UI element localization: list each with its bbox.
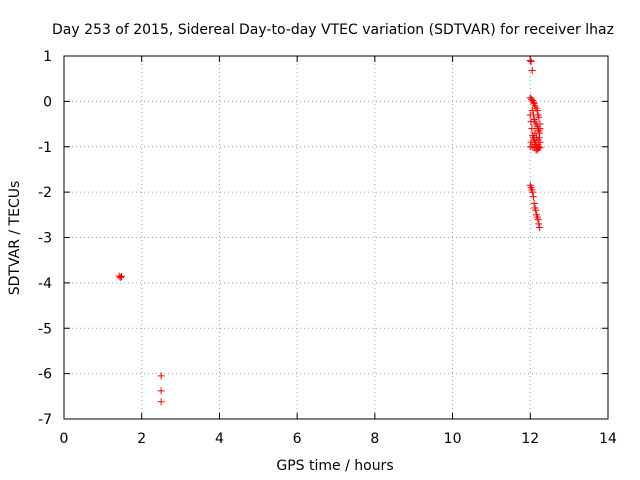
data-point (526, 57, 534, 65)
data-point (536, 125, 544, 133)
x-tick-label: 2 (137, 431, 146, 447)
data-point (157, 372, 165, 380)
data-point (532, 206, 540, 214)
x-tick-label: 6 (293, 431, 302, 447)
data-point (529, 188, 537, 196)
data-points (115, 57, 544, 406)
data-point (529, 96, 537, 104)
data-point (118, 273, 126, 281)
y-tick-label: 1 (43, 49, 52, 65)
data-point (536, 224, 544, 232)
y-tick-label: -2 (38, 185, 52, 201)
data-point (528, 125, 536, 133)
x-axis-label: GPS time / hours (276, 458, 393, 474)
data-point (534, 215, 542, 223)
chart-title: Day 253 of 2015, Sidereal Day-to-day VTE… (52, 22, 614, 38)
x-tick-label: 10 (444, 431, 462, 447)
y-tick-label: 0 (43, 94, 52, 110)
y-tick-label: -1 (38, 140, 52, 156)
data-point (535, 113, 543, 121)
data-point (528, 106, 536, 114)
y-tick-label: -6 (38, 367, 52, 383)
data-point (527, 138, 535, 146)
y-tick-label: -7 (38, 412, 52, 428)
data-point (529, 193, 537, 201)
data-point (535, 220, 543, 228)
x-tick-label: 0 (60, 431, 69, 447)
data-point (530, 199, 538, 207)
y-tick-label: -4 (38, 276, 52, 292)
data-point (535, 134, 543, 142)
x-tick-label: 8 (370, 431, 379, 447)
data-point (527, 57, 535, 65)
grid (64, 56, 608, 419)
data-point (157, 387, 165, 395)
data-point (526, 111, 534, 119)
x-tick-label: 12 (521, 431, 539, 447)
data-point (116, 273, 124, 281)
y-tick-label: -3 (38, 231, 52, 247)
data-point (536, 144, 544, 152)
data-point (528, 67, 536, 75)
data-point (157, 398, 165, 406)
data-point (527, 118, 535, 126)
y-axis-label: SDTVAR / TECUs (7, 181, 23, 296)
y-tick-label: -5 (38, 321, 52, 337)
data-point (529, 98, 537, 106)
data-point (531, 129, 539, 137)
x-tick-label: 14 (599, 431, 617, 447)
x-tick-label: 4 (215, 431, 224, 447)
